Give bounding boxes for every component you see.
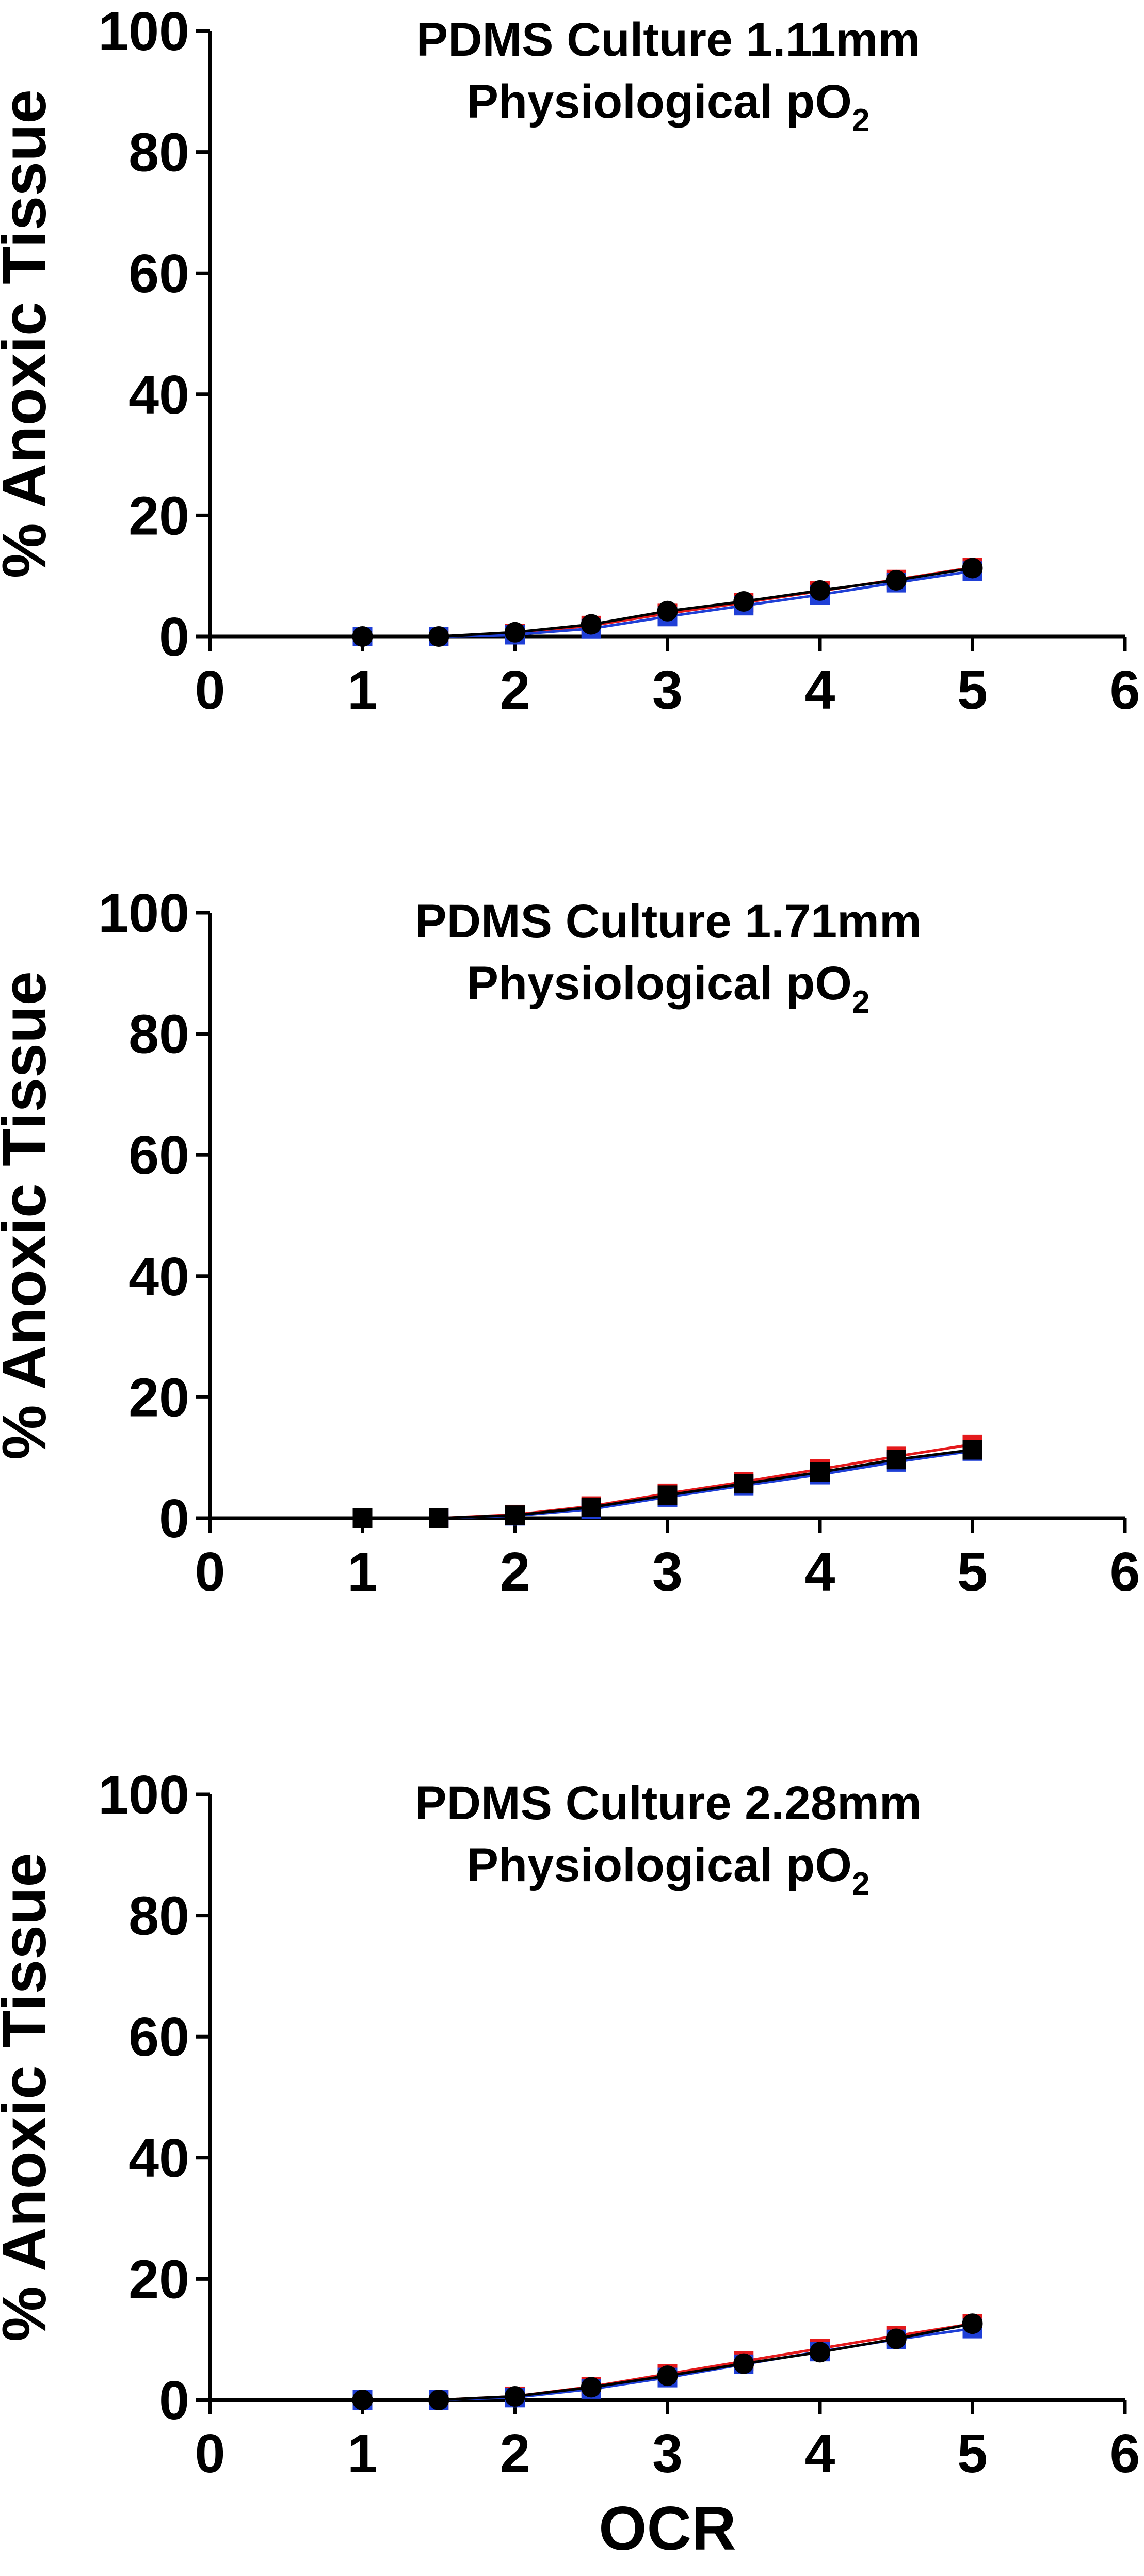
series-line: [362, 1443, 973, 1520]
chart-title: PDMS Culture 2.28mm: [415, 1777, 922, 1830]
data-point: [352, 1508, 373, 1528]
chart-panel-2: 0 20 40 60 80 100 0 1 2 3 4 5 6 % Anoxic Tissue PDMS C…: [0, 883, 1140, 1602]
x-tick-label: 3: [652, 1541, 683, 1602]
series-3: [352, 1440, 982, 1528]
y-tick-label: 40: [128, 2128, 189, 2189]
series-line: [362, 2322, 973, 2402]
y-tick-label: 20: [128, 1367, 189, 1428]
data-point: [962, 1440, 982, 1460]
series-line: [362, 2322, 973, 2402]
chart-subtitle-text: Physiological pO: [467, 957, 852, 1010]
data-point: [733, 591, 754, 612]
data-point: [352, 626, 373, 647]
data-point: [733, 2353, 754, 2374]
y-axis-label: % Anoxic Tissue: [0, 89, 59, 578]
chart-subtitle-text: Physiological pO: [467, 75, 852, 128]
y-tick-label: 40: [128, 364, 189, 425]
data-point: [962, 2313, 983, 2334]
data-point: [810, 580, 830, 601]
data-point: [505, 1505, 525, 1525]
x-tick-label: 1: [347, 660, 378, 721]
x-tick-label: 5: [957, 660, 988, 721]
data-point: [657, 2365, 678, 2387]
data-point: [885, 569, 907, 591]
x-tick-label: 6: [1110, 1541, 1140, 1602]
x-tick-label: 5: [957, 2423, 988, 2484]
x-tick-label: 0: [195, 2423, 225, 2484]
y-tick-label: 100: [98, 883, 189, 944]
data-point: [428, 2390, 449, 2410]
data-point: [429, 1508, 449, 1528]
data-point: [428, 626, 449, 647]
chart-subtitle-subscript: 2: [852, 1866, 869, 1902]
y-tick-label: 80: [128, 122, 189, 183]
y-tick-label: 0: [159, 607, 189, 667]
series-3: [352, 558, 983, 647]
chart-subtitle: Physiological pO2: [467, 1839, 870, 1902]
chart-subtitle: Physiological pO2: [467, 75, 870, 138]
y-tick-label: 100: [98, 1764, 189, 1825]
chart-panel-3: 0 20 40 60 80 100 0 1 2 3 4 5 6 % Anoxic Tissue OCR PDM…: [0, 1764, 1140, 2563]
y-tick-label: 60: [128, 2007, 189, 2068]
data-point: [505, 2386, 525, 2407]
data-point: [962, 558, 983, 579]
x-tick-label: 6: [1110, 660, 1140, 721]
y-tick-label: 60: [128, 243, 189, 304]
y-tick-label: 0: [159, 1488, 189, 1549]
x-tick-label: 1: [347, 2423, 378, 2484]
x-tick-label: 4: [805, 660, 835, 721]
y-tick-label: 100: [98, 1, 189, 62]
data-point: [657, 600, 678, 622]
x-tick-label: 2: [500, 1541, 530, 1602]
x-tick-label: 0: [195, 660, 225, 721]
data-point: [810, 2342, 830, 2363]
x-tick-label: 4: [805, 2423, 835, 2484]
data-point: [885, 2328, 907, 2349]
data-point: [886, 1450, 906, 1470]
y-tick-label: 80: [128, 1004, 189, 1065]
chart-subtitle-text: Physiological pO: [467, 1839, 852, 1891]
x-tick-label: 3: [652, 660, 683, 721]
data-point: [581, 1497, 601, 1517]
x-tick-label: 2: [500, 660, 530, 721]
y-tick-label: 20: [128, 485, 189, 546]
data-point: [810, 1462, 830, 1482]
data-point: [581, 2377, 602, 2398]
chart-title: PDMS Culture 1.11mm: [416, 13, 921, 66]
y-tick-label: 0: [159, 2370, 189, 2431]
y-tick-label: 40: [128, 1246, 189, 1307]
chart-title: PDMS Culture 1.71mm: [415, 895, 922, 948]
series-3: [352, 2313, 983, 2410]
x-tick-label: 4: [805, 1541, 835, 1602]
data-point: [352, 2390, 373, 2410]
x-tick-label: 1: [347, 1541, 378, 1602]
chart-subtitle-subscript: 2: [852, 103, 869, 138]
x-tick-label: 3: [652, 2423, 683, 2484]
chart-subtitle-subscript: 2: [852, 984, 869, 1020]
x-tick-label: 2: [500, 2423, 530, 2484]
data-point: [657, 1485, 678, 1505]
chart-subtitle: Physiological pO2: [467, 957, 870, 1020]
x-tick-label: 0: [195, 1541, 225, 1602]
x-tick-label: 5: [957, 1541, 988, 1602]
x-axis-label: OCR: [599, 2494, 736, 2563]
y-tick-label: 60: [128, 1125, 189, 1186]
data-point: [581, 614, 602, 635]
y-axis-label: % Anoxic Tissue: [0, 971, 59, 1460]
x-tick-label: 6: [1110, 2423, 1140, 2484]
y-axis-label: % Anoxic Tissue: [0, 1853, 59, 2342]
data-point: [505, 622, 525, 643]
y-tick-label: 80: [128, 1886, 189, 1947]
data-point: [734, 1474, 754, 1494]
y-tick-label: 20: [128, 2249, 189, 2310]
chart-panel-1: 0 20 40 60 80 100 0 1 2 3 4 5 6 % Anoxic Tissue PDMS C…: [0, 1, 1140, 721]
